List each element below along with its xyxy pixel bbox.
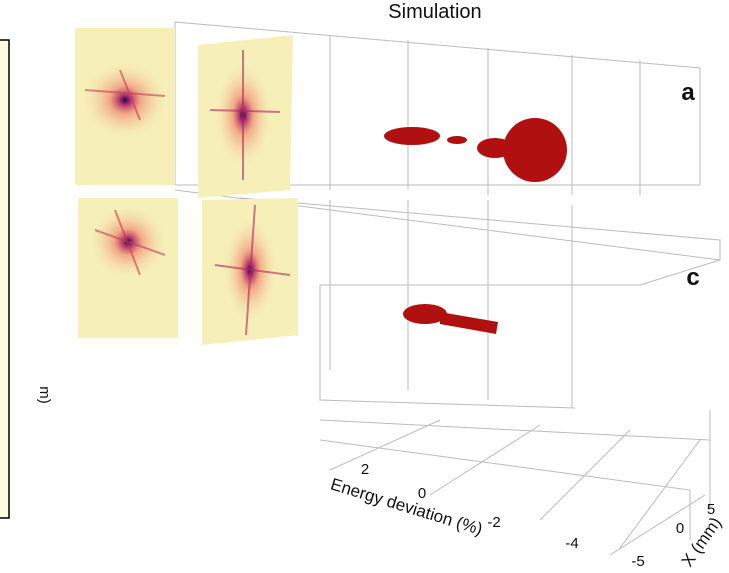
tick-label: 0 <box>676 520 684 537</box>
legend-box <box>0 40 9 518</box>
title: Simulation <box>388 1 481 23</box>
tick-label: -5 <box>631 553 644 570</box>
beam-blobs <box>384 118 567 334</box>
projection-panels <box>75 28 298 345</box>
panel-label: c <box>686 264 699 291</box>
tick-label: -4 <box>565 535 578 552</box>
left-axis-label: m) <box>36 386 53 404</box>
tick-label: 2 <box>361 461 369 478</box>
tick-label: 0 <box>418 485 426 502</box>
tick-label: -2 <box>487 514 500 531</box>
axis-label: Energy deviation (%) <box>328 475 484 539</box>
figure: m) Simulation a c 2 0 -2 -4 Energy devia… <box>0 0 729 573</box>
panel-label: a <box>681 79 695 106</box>
axis-label: X (mm) <box>678 514 726 571</box>
